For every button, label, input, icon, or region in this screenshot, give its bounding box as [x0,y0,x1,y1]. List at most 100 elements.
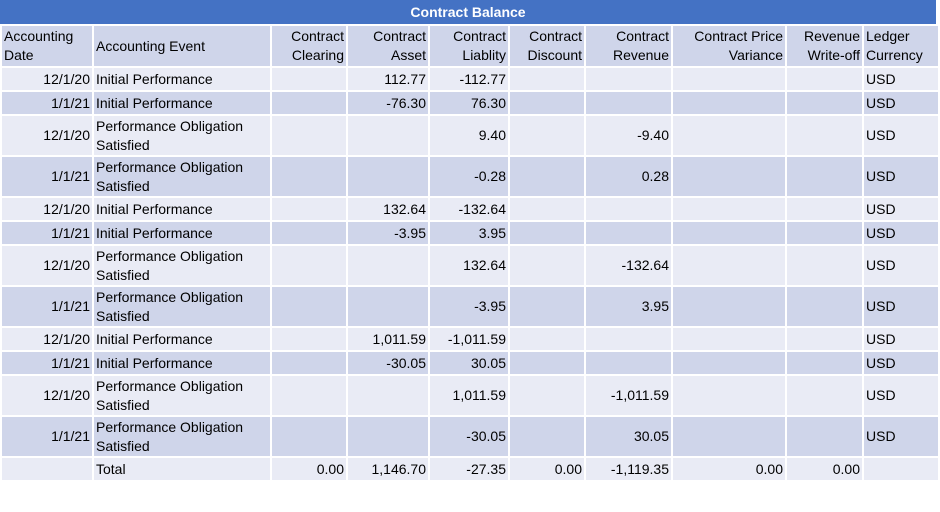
event-cell: Initial Performance [92,66,272,92]
writeoff-cell [785,350,864,376]
writeoff-cell [785,244,864,287]
event-cell: Performance Obligation Satisfied [92,285,272,328]
writeoff-cell [785,66,864,92]
header-accounting-date: Accounting Date [0,24,94,68]
liability-cell: -132.64 [428,196,510,222]
revenue-cell: -9.40 [584,114,673,157]
currency-cell: USD [862,350,940,376]
date-cell: 12/1/20 [0,326,94,352]
date-cell: 12/1/20 [0,244,94,287]
total-liability-cell: -27.35 [428,456,510,482]
liability-cell: 132.64 [428,244,510,287]
total-clearing-cell: 0.00 [270,456,348,482]
clearing-cell [270,220,348,246]
date-cell: 12/1/20 [0,66,94,92]
asset-cell [346,155,430,198]
table-row: 12/1/20 Performance Obligation Satisfied 1… [0,244,940,287]
asset-cell: -76.30 [346,90,430,116]
liability-cell: 76.30 [428,90,510,116]
total-row: Total 0.00 1,146.70 -27.35 0.00 -1,119.35 0.00… [0,456,940,482]
liability-cell: 9.40 [428,114,510,157]
date-cell: 1/1/21 [0,415,94,458]
clearing-cell [270,374,348,417]
writeoff-cell [785,220,864,246]
revenue-cell: 30.05 [584,415,673,458]
total-discount-cell: 0.00 [508,456,586,482]
asset-cell [346,285,430,328]
variance-cell [671,374,787,417]
revenue-cell [584,196,673,222]
clearing-cell [270,66,348,92]
currency-cell: USD [862,196,940,222]
revenue-cell: -132.64 [584,244,673,287]
event-cell: Performance Obligation Satisfied [92,244,272,287]
date-cell: 1/1/21 [0,350,94,376]
currency-cell: USD [862,155,940,198]
discount-cell [508,244,586,287]
liability-cell: -30.05 [428,415,510,458]
variance-cell [671,244,787,287]
date-cell: 1/1/21 [0,285,94,328]
clearing-cell [270,244,348,287]
asset-cell: 1,011.59 [346,326,430,352]
table-row: 12/1/20 Initial Performance 1,011.59 -1,011… [0,326,940,352]
header-contract-discount: Contract Discount [508,24,586,68]
liability-cell: -0.28 [428,155,510,198]
table-row: 1/1/21 Performance Obligation Satisfied -0… [0,155,940,198]
writeoff-cell [785,196,864,222]
variance-cell [671,415,787,458]
header-accounting-event: Accounting Event [92,24,272,68]
liability-cell: -3.95 [428,285,510,328]
asset-cell: 112.77 [346,66,430,92]
writeoff-cell [785,114,864,157]
total-variance-cell: 0.00 [671,456,787,482]
table-row: 1/1/21 Performance Obligation Satisfied -3… [0,285,940,328]
total-event-cell: Total [92,456,272,482]
liability-cell: 3.95 [428,220,510,246]
discount-cell [508,155,586,198]
table-row: 1/1/21 Initial Performance -30.05 30.05 USD [0,350,940,376]
revenue-cell [584,66,673,92]
date-cell: 1/1/21 [0,220,94,246]
event-cell: Performance Obligation Satisfied [92,415,272,458]
variance-cell [671,326,787,352]
table-row: 12/1/20 Performance Obligation Satisfied 1… [0,374,940,417]
header-ledger-currency: Ledger Currency [862,24,940,68]
asset-cell: 132.64 [346,196,430,222]
discount-cell [508,66,586,92]
clearing-cell [270,155,348,198]
variance-cell [671,196,787,222]
variance-cell [671,114,787,157]
table-row: 12/1/20 Initial Performance 112.77 -112.77 U… [0,66,940,92]
revenue-cell: 3.95 [584,285,673,328]
clearing-cell [270,114,348,157]
table-row: 1/1/21 Initial Performance -3.95 3.95 USD [0,220,940,246]
date-cell: 12/1/20 [0,114,94,157]
event-cell: Initial Performance [92,350,272,376]
discount-cell [508,196,586,222]
variance-cell [671,66,787,92]
total-writeoff-cell: 0.00 [785,456,864,482]
header-row: Accounting Date Accounting Event Contrac… [0,24,940,68]
variance-cell [671,220,787,246]
asset-cell: -30.05 [346,350,430,376]
discount-cell [508,350,586,376]
total-asset-cell: 1,146.70 [346,456,430,482]
asset-cell [346,374,430,417]
table-body: 12/1/20 Initial Performance 112.77 -112.77 U… [0,66,940,482]
total-currency-cell [862,456,940,482]
discount-cell [508,114,586,157]
event-cell: Initial Performance [92,90,272,116]
discount-cell [508,374,586,417]
discount-cell [508,415,586,458]
clearing-cell [270,350,348,376]
liability-cell: -112.77 [428,66,510,92]
writeoff-cell [785,155,864,198]
date-cell: 1/1/21 [0,155,94,198]
revenue-cell [584,326,673,352]
writeoff-cell [785,285,864,328]
header-revenue-write-off: Revenue Write-off [785,24,864,68]
header-contract-liability: Contract Liablity [428,24,510,68]
currency-cell: USD [862,374,940,417]
clearing-cell [270,285,348,328]
